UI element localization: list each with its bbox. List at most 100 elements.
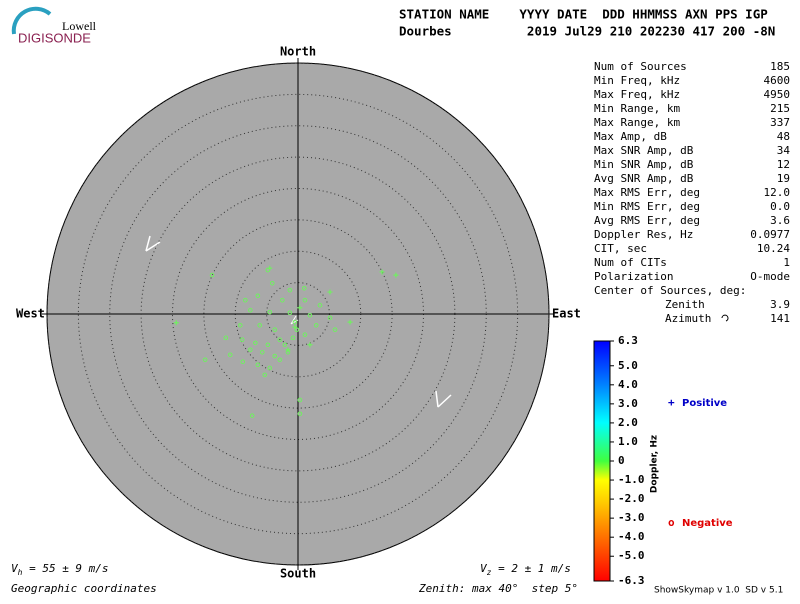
source-negative <box>255 293 261 299</box>
source-negative <box>290 335 296 341</box>
stat-value: 185 <box>770 60 790 73</box>
source-negative <box>292 319 298 325</box>
source-positive <box>379 269 385 275</box>
colorbar-label: -1.0 <box>618 473 645 486</box>
source-negative <box>269 280 275 286</box>
stat-value: 337 <box>770 116 790 129</box>
compass-south: South <box>280 567 316 581</box>
stat-label: Min SNR Amp, dB <box>594 158 694 171</box>
source-positive <box>173 320 179 326</box>
source-positive <box>297 305 303 311</box>
stat-label: Max RMS Err, deg <box>594 186 700 199</box>
source-negative <box>265 342 271 348</box>
logo-bottom: DIGISONDE <box>18 30 91 45</box>
colorbar-label: -2.0 <box>618 492 645 505</box>
source-negative <box>272 327 278 332</box>
source-negative <box>277 357 283 363</box>
stat-label: Polarization <box>594 270 673 283</box>
stat-value: 3.6 <box>770 214 790 227</box>
compass-north: North <box>280 45 316 59</box>
stat-label: Num of CITs <box>594 256 667 269</box>
source-negative <box>277 337 283 343</box>
colorbar-label: 5.0 <box>618 359 638 372</box>
source-negative <box>267 365 273 371</box>
source-negative <box>202 357 208 363</box>
compass-west: West <box>16 307 45 321</box>
colorbar-title: Doppler, Hz <box>650 435 660 493</box>
stat-value: 19 <box>777 172 790 185</box>
colorbar-label: 3.0 <box>618 397 638 410</box>
center-arrow <box>290 315 299 325</box>
stat-label: Max Range, km <box>594 116 680 129</box>
source-negative <box>297 397 303 403</box>
stat-value: 1 <box>783 256 790 269</box>
source-negative <box>248 307 253 313</box>
stat-value: 0.0977 <box>750 228 790 241</box>
source-positive <box>285 347 291 353</box>
colorbar-label: -3.0 <box>618 511 645 524</box>
logo-arc <box>11 6 52 35</box>
source-negative <box>272 353 278 359</box>
source-negative <box>248 347 253 353</box>
wind-arrow <box>145 235 161 252</box>
stat-value: O-mode <box>750 270 790 283</box>
source-negative <box>242 297 248 303</box>
source-negative <box>262 372 268 378</box>
source-negative <box>297 411 303 417</box>
source-negative <box>327 315 333 321</box>
stat-label: CIT, sec <box>594 242 647 255</box>
source-positive <box>347 319 353 325</box>
source-negative <box>253 340 258 346</box>
source-negative <box>209 272 215 278</box>
stat-value: 48 <box>777 130 790 143</box>
source-negative <box>302 297 308 303</box>
source-negative <box>332 327 338 332</box>
source-negative <box>313 322 319 328</box>
legend-marker: + <box>668 396 675 409</box>
azimuth-glyph <box>721 314 729 322</box>
stat-label: Min Range, km <box>594 102 680 115</box>
stat-label: Max Amp, dB <box>594 130 667 143</box>
colorbar-label: -6.3 <box>618 574 645 587</box>
source-negative <box>301 285 307 291</box>
source-negative <box>249 413 255 418</box>
stat-label: Avg RMS Err, deg <box>594 214 700 227</box>
source-negative <box>294 327 300 332</box>
source-negative <box>265 267 271 273</box>
center-label: Zenith <box>665 298 705 311</box>
legend-marker: o <box>668 516 675 529</box>
coords: Geographic coordinates <box>11 582 157 595</box>
colorbar-label: 4.0 <box>618 378 638 391</box>
source-negative <box>307 312 313 318</box>
center-label: Azimuth <box>665 312 711 325</box>
source-negative <box>285 349 291 355</box>
vh: Vh = 55 ± 9 m/s <box>11 562 109 577</box>
stat-label: Num of Sources <box>594 60 687 73</box>
source-negative <box>317 302 323 308</box>
source-negative <box>257 322 263 328</box>
source-negative <box>237 322 243 328</box>
source-negative <box>255 362 261 368</box>
stat-value: 10.24 <box>757 242 790 255</box>
stat-value: 12 <box>777 158 790 171</box>
source-negative <box>282 342 288 348</box>
colorbar-label: -5.0 <box>618 549 645 562</box>
source-negative <box>280 297 285 303</box>
stat-label: Max Freq, kHz <box>594 88 680 101</box>
source-negative <box>259 349 265 355</box>
stat-label: Max SNR Amp, dB <box>594 144 694 157</box>
colorbar-label: 2.0 <box>618 416 638 429</box>
source-negative <box>302 332 308 338</box>
header-values: Dourbes 2019 Jul29 210 202230 417 200 -8… <box>399 24 775 39</box>
header-columns: STATION NAME YYYY DATE DDD HHMMSS AXN PP… <box>399 7 768 22</box>
source-positive <box>307 342 313 348</box>
source-negative <box>287 287 293 293</box>
colorbar-label: -4.0 <box>618 530 645 543</box>
colorbar-label: 1.0 <box>618 435 638 448</box>
stat-value: 4950 <box>764 88 791 101</box>
center-title: Center of Sources, deg: <box>594 284 746 297</box>
wind-arrow <box>435 390 452 408</box>
zenith-info: Zenith: max 40° step 5° <box>418 582 578 595</box>
stat-value: 0.0 <box>770 200 790 213</box>
